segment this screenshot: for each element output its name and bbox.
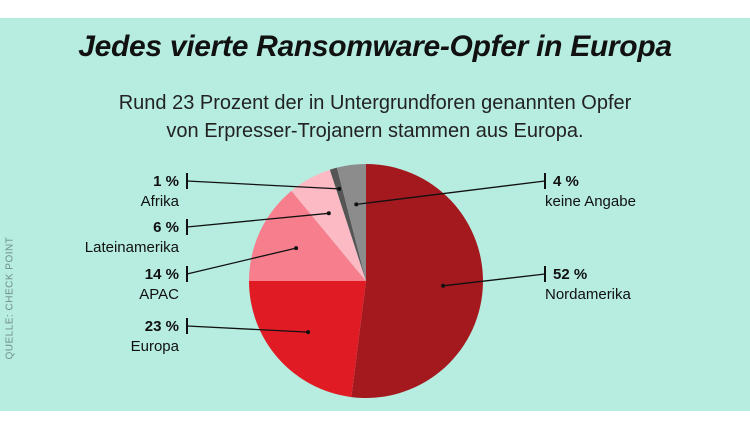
category-label-europa: Europa — [131, 338, 180, 355]
value-label-lateinamerika: 6 % — [153, 219, 179, 236]
category-label-afrika: Afrika — [141, 193, 180, 210]
leader-dot-nordamerika — [441, 283, 446, 288]
slice-apac — [249, 190, 366, 281]
leader-dot-keine-angabe — [354, 202, 359, 207]
subtitle-line-2: von Erpresser-Trojanern stammen aus Euro… — [166, 120, 584, 142]
category-label-nordamerika: Nordamerika — [545, 286, 632, 303]
category-label-lateinamerika: Lateinamerika — [85, 239, 180, 256]
category-label-keine-angabe: keine Angabe — [545, 193, 636, 210]
category-label-apac: APAC — [139, 286, 179, 303]
slice-europa — [249, 281, 366, 398]
leader-line-keine-angabe — [356, 180, 546, 206]
leader-line-lateinamerika — [186, 212, 329, 228]
value-label-keine-angabe: 4 % — [553, 173, 579, 190]
slice-afrika — [329, 167, 366, 281]
leader-line-afrika — [186, 180, 340, 190]
value-label-afrika: 1 % — [153, 173, 179, 190]
pie-slices — [249, 164, 483, 398]
chart-title: Jedes vierte Ransomware-Opfer in Europa — [78, 30, 672, 63]
leader-line-europa — [186, 325, 309, 333]
slice-nordamerika — [351, 164, 483, 398]
leader-dot-europa — [306, 330, 311, 335]
leader-line-nordamerika — [443, 273, 546, 287]
leader-dot-apac — [294, 246, 299, 251]
subtitle-line-1: Rund 23 Prozent der in Untergrundforen g… — [118, 92, 632, 114]
value-label-nordamerika: 52 % — [553, 266, 587, 283]
leader-dot-afrika — [337, 186, 342, 191]
value-label-apac: 14 % — [145, 266, 179, 283]
leader-line-apac — [186, 247, 297, 275]
slice-keine-angabe — [336, 164, 366, 281]
pie-labels: 1 % Afrika 6 % Lateinamerika 14 % APAC 23 % Eur… — [85, 173, 636, 355]
slice-lateinamerika — [291, 169, 366, 281]
leader-dot-lateinamerika — [326, 211, 331, 216]
value-label-europa: 23 % — [145, 318, 179, 335]
